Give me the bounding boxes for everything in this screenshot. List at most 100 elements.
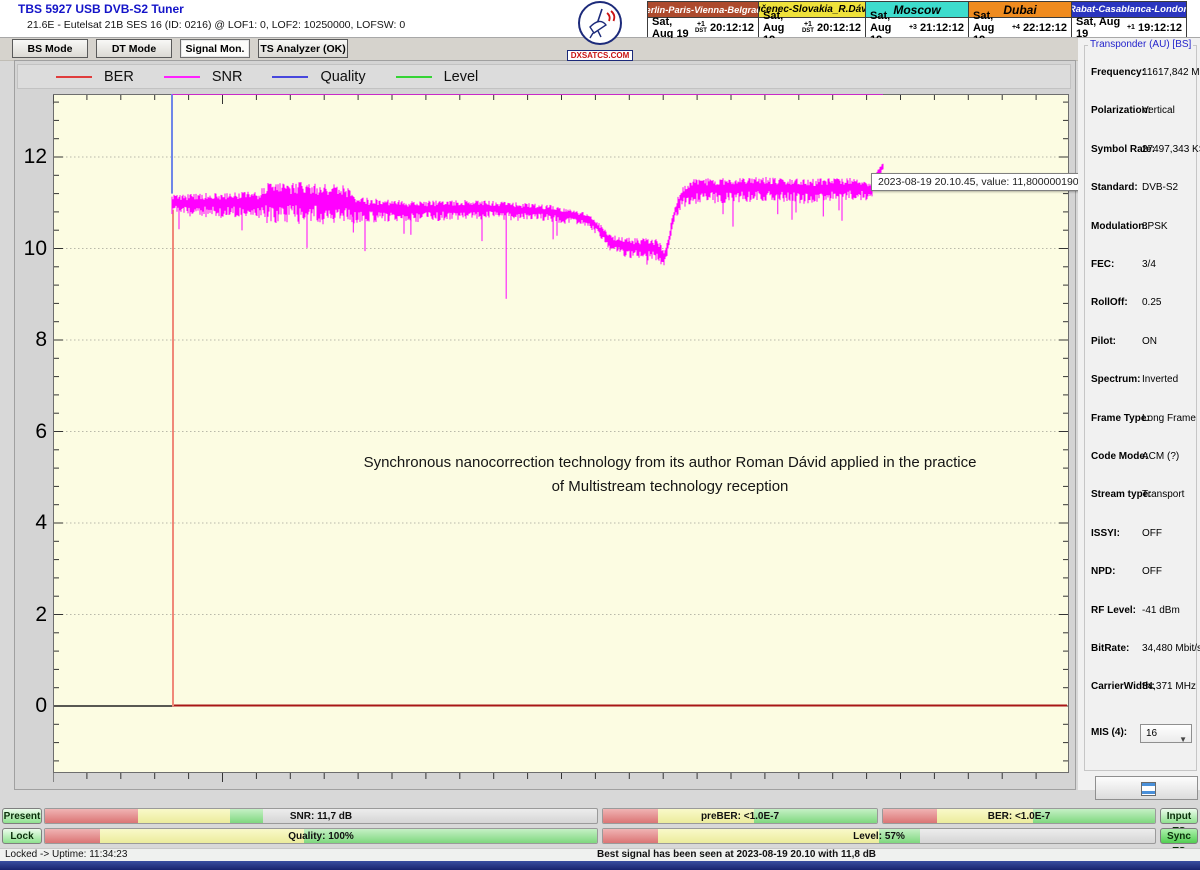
param-value: 34,480 Mbit/s bbox=[1142, 643, 1200, 654]
world-clocks: Berlin-Paris-Vienna-BelgradeSat, Aug 19+… bbox=[647, 1, 1187, 46]
param-label: Pilot: bbox=[1091, 335, 1116, 347]
sync-ts-button[interactable]: Sync TS bbox=[1160, 828, 1198, 857]
chevron-down-icon: ▼ bbox=[1179, 735, 1187, 744]
param-value: Transport bbox=[1142, 489, 1185, 501]
legend-item-snr: SNR bbox=[163, 68, 243, 85]
clock-time: 21:12:12 bbox=[919, 21, 964, 34]
dst-flag: DST bbox=[801, 28, 814, 34]
legend-label: BER bbox=[104, 68, 134, 85]
clock-time: 20:12:12 bbox=[816, 21, 861, 34]
param-label: NPD: bbox=[1091, 566, 1116, 578]
y-tick-label-12: 12 bbox=[23, 145, 47, 168]
param-label: RF Level: bbox=[1091, 604, 1137, 616]
bar-value-label: Quality: 100% bbox=[288, 831, 354, 842]
mis-dropdown[interactable]: 16 ▼ bbox=[1140, 724, 1192, 744]
taskbar-edge bbox=[0, 861, 1200, 870]
param-label: Standard: bbox=[1091, 182, 1138, 194]
list-icon bbox=[1141, 782, 1156, 796]
legend-label: Quality bbox=[320, 68, 366, 85]
clock-1: Berlin-Paris-Vienna-BelgradeSat, Aug 19 +… bbox=[647, 1, 759, 40]
param-value: -41 dBm bbox=[1142, 604, 1180, 616]
transponder-panel: Transponder (AU) [BS] Frequency: 11617,84… bbox=[1084, 39, 1200, 771]
clock-time: 19:12:12 bbox=[1137, 21, 1182, 34]
transponder-panel-title: Transponder (AU) [BS] bbox=[1088, 39, 1194, 50]
clock-date: Sat, Aug 19 bbox=[1076, 15, 1121, 40]
bar-segment-red bbox=[45, 809, 138, 823]
bar-segment-yellow bbox=[603, 829, 879, 843]
annotation-line2: of Multistream technology reception bbox=[551, 478, 789, 495]
param-value: Long Frame bbox=[1142, 412, 1196, 424]
bar-value-label: Level: 57% bbox=[853, 831, 905, 842]
tab-bs-mode[interactable]: BS Mode bbox=[12, 39, 88, 58]
plot-svg[interactable] bbox=[52, 93, 1069, 785]
transponder-list-button[interactable] bbox=[1095, 776, 1198, 800]
clock-timezone: +1 bbox=[1127, 24, 1135, 31]
clock-2: Lučenec-Slovakia_R.DávidSat, Aug 19+1DST… bbox=[758, 1, 866, 46]
ber-progress-bar: BER: <1.0E-7 bbox=[882, 808, 1156, 824]
mis-selected-value: 16 bbox=[1146, 728, 1158, 739]
param-value: 27497,343 KS/s bbox=[1142, 143, 1200, 155]
clock-city-label: Dubai bbox=[969, 2, 1071, 18]
param-label: Frequency: bbox=[1091, 67, 1145, 78]
param-label: Modulation: bbox=[1091, 220, 1148, 232]
snr-trace-noise bbox=[171, 163, 884, 266]
param-value: DVB-S2 bbox=[1142, 182, 1179, 194]
best-signal-status: Best signal has been seen at 2023-08-19 … bbox=[597, 849, 877, 860]
clock-city-label: Rabat-Casablanca-London bbox=[1072, 2, 1186, 18]
dst-flag: DST bbox=[694, 28, 707, 34]
y-tick-label-2: 2 bbox=[35, 602, 47, 626]
clock-city-label: Berlin-Paris-Vienna-Belgrade bbox=[648, 2, 758, 18]
param-label: RollOff: bbox=[1091, 297, 1128, 309]
y-tick-label-6: 6 bbox=[35, 419, 47, 443]
param-value: OFF bbox=[1142, 527, 1162, 539]
param-value: 8PSK bbox=[1142, 220, 1168, 232]
lock-button[interactable]: Lock bbox=[2, 828, 42, 844]
clock-time: 20:12:12 bbox=[709, 21, 754, 34]
param-label: Stream type: bbox=[1091, 489, 1152, 501]
clock-city-label: Moscow bbox=[866, 2, 968, 18]
input-ts-button[interactable]: Input TS bbox=[1160, 808, 1198, 837]
bar-segment-red bbox=[603, 829, 659, 843]
y-tick-label-0: 0 bbox=[35, 694, 47, 717]
status-bar: Locked -> Uptime: 11:34:23 Best signal h… bbox=[0, 848, 1200, 862]
param-label: Polarization: bbox=[1091, 105, 1152, 117]
param-label: BitRate: bbox=[1091, 643, 1130, 654]
snr-progress-bar: SNR: 11,7 dB bbox=[44, 808, 598, 824]
utc-offset: +1 bbox=[1126, 24, 1135, 31]
param-value: ON bbox=[1142, 335, 1157, 347]
y-tick-label-8: 8 bbox=[35, 328, 47, 351]
param-label: Frame Type: bbox=[1091, 412, 1150, 424]
bar-segment-red bbox=[45, 829, 101, 843]
legend-item-ber: BER bbox=[56, 69, 134, 85]
param-label: Symbol Rate: bbox=[1091, 143, 1155, 155]
present-button[interactable]: Present bbox=[2, 808, 42, 824]
utc-offset: +3 bbox=[908, 24, 917, 31]
legend-label: SNR bbox=[211, 68, 243, 85]
legend-label: Level bbox=[443, 68, 479, 85]
data-point-tooltip: 2023-08-19 20.10.45, value: 11,800000190… bbox=[871, 173, 1110, 191]
preber-progress-bar: preBER: <1.0E-7 bbox=[602, 808, 878, 824]
param-label: FEC: bbox=[1091, 259, 1115, 270]
bar-value-label: preBER: <1.0E-7 bbox=[700, 811, 780, 822]
param-value: ACM (?) bbox=[1142, 451, 1180, 462]
utc-offset: +1 bbox=[696, 21, 705, 28]
param-value: 34,371 MHz bbox=[1142, 681, 1196, 693]
param-label: CarrierWidth: bbox=[1091, 681, 1155, 693]
clock-timezone: +4 bbox=[1012, 24, 1020, 31]
legend-item-level: Level bbox=[395, 68, 479, 85]
bar-value-label: BER: <1.0E-7 bbox=[987, 811, 1051, 822]
plot-area[interactable] bbox=[52, 93, 1069, 785]
bar-segment-red bbox=[603, 809, 658, 823]
clock-timezone: +1 DST bbox=[695, 21, 707, 34]
param-value: Inverted bbox=[1142, 374, 1179, 386]
tab-signal-mon-[interactable]: Signal Mon. bbox=[180, 39, 250, 58]
tab-ts-analyzer-ok-[interactable]: TS Analyzer (OK) bbox=[258, 39, 348, 58]
chart-legend: BER SNR Quality Level bbox=[17, 64, 1071, 89]
lock-uptime-status: Locked -> Uptime: 11:34:23 bbox=[5, 849, 128, 860]
tab-dt-mode[interactable]: DT Mode bbox=[96, 39, 172, 58]
legend-line-snr bbox=[163, 75, 200, 78]
